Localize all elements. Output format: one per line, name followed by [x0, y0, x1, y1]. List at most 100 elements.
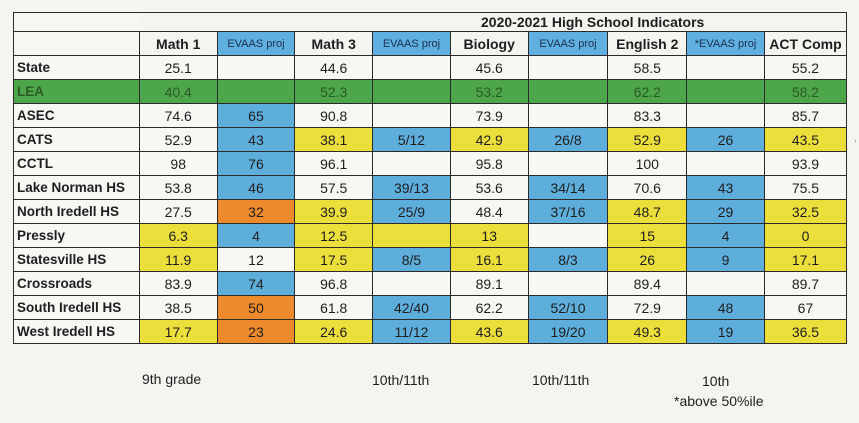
table-cell: 9 — [686, 247, 765, 272]
table-cell: 73.9 — [449, 103, 529, 128]
column-header: ACT Comp — [763, 31, 848, 56]
row-label: Crossroads — [13, 271, 140, 296]
table-cell: 34/14 — [527, 175, 609, 200]
table-cell: 4 — [216, 223, 296, 248]
table-cell — [372, 151, 451, 176]
table-cell: 19 — [686, 319, 765, 344]
table-cell: 67 — [763, 295, 848, 320]
table-cell: 17.5 — [294, 247, 374, 272]
table-row: South Iredell HS 38.5 50 61.8 42/40 62.2 52/10… — [13, 295, 848, 320]
table-cell: 48 — [686, 295, 765, 320]
table-cell: 58.2 — [763, 79, 848, 104]
table-cell: 0 — [763, 223, 848, 248]
table-cell — [372, 55, 451, 80]
table-row: West Iredell HS 17.7 23 24.6 11/12 43.6 19/20 4… — [13, 319, 848, 344]
row-label: LEA — [13, 79, 140, 104]
table-cell: 38.1 — [294, 127, 374, 152]
table-cell: 44.6 — [294, 55, 374, 80]
table-cell: 52.9 — [138, 127, 218, 152]
column-header: EVAAS proj — [216, 31, 296, 56]
row-label: ASEC — [13, 103, 140, 128]
table-cell: 32 — [216, 199, 296, 224]
table-cell: 89.4 — [607, 271, 688, 296]
row-label: CATS — [13, 127, 140, 152]
table-cell: 29 — [686, 199, 765, 224]
table-cell: 83.9 — [138, 271, 218, 296]
table-cell: 25/9 — [372, 199, 451, 224]
table-cell: 100 — [607, 151, 688, 176]
table-cell: 93.9 — [763, 151, 848, 176]
column-header: EVAAS proj — [372, 31, 451, 56]
table-cell: 49.3 — [607, 319, 688, 344]
table-cell — [686, 79, 765, 104]
table-cell: 52.9 — [607, 127, 688, 152]
table-cell: 13 — [449, 223, 529, 248]
table-cell — [372, 223, 451, 248]
table-cell: 74 — [216, 271, 296, 296]
table-row: Statesville HS 11.9 12 17.5 8/5 16.1 8/3 26 9 17.… — [13, 247, 848, 272]
table-cell: 27.5 — [138, 199, 218, 224]
row-label: CCTL — [13, 151, 140, 176]
table-cell: 62.2 — [607, 79, 688, 104]
table-cell: 70.6 — [607, 175, 688, 200]
table-cell: 39.9 — [294, 199, 374, 224]
footnote-english2: 10th — [702, 373, 730, 389]
row-label: Pressly — [13, 223, 140, 248]
table-cell: 11/12 — [372, 319, 451, 344]
table-cell: 52.3 — [294, 79, 374, 104]
table-cell: 32.5 — [763, 199, 848, 224]
title-row: 2020-2021 High School Indicators — [13, 12, 848, 32]
table-cell: 53.2 — [449, 79, 529, 104]
table-cell — [216, 79, 296, 104]
table-row: North Iredell HS 27.5 32 39.9 25/9 48.4 37/16 4… — [13, 199, 848, 224]
table-cell: 48.4 — [449, 199, 529, 224]
table-row: ASEC 74.6 65 90.8 73.9 83.3 85.7 — [13, 103, 848, 128]
table-cell: 65 — [216, 103, 296, 128]
table-cell: 4 — [686, 223, 765, 248]
table-cell: 72.9 — [607, 295, 688, 320]
table-cell: 5/12 — [372, 127, 451, 152]
header-row: Math 1 EVAAS proj Math 3 EVAAS proj Biology E… — [13, 31, 848, 56]
table-cell: 39/13 — [372, 175, 451, 200]
table-cell: 19/20 — [527, 319, 609, 344]
table-row: State 25.1 44.6 45.6 58.5 55.2 — [13, 55, 848, 80]
row-label: Lake Norman HS — [13, 175, 140, 200]
table-cell: 62.2 — [449, 295, 529, 320]
table-cell: 11.9 — [138, 247, 218, 272]
table-cell: 26 — [686, 127, 765, 152]
table-row: Pressly 6.3 4 12.5 13 15 4 0 — [13, 223, 848, 248]
footnote-evaas-note: *above 50%ile — [674, 393, 764, 409]
table-cell: 53.8 — [138, 175, 218, 200]
table-cell: 26 — [607, 247, 688, 272]
table-cell: 24.6 — [294, 319, 374, 344]
column-header: Math 3 — [294, 31, 374, 56]
table-cell: 52/10 — [527, 295, 609, 320]
column-header: *EVAAS proj — [686, 31, 765, 56]
table-cell: 12.5 — [294, 223, 374, 248]
table-cell: 90.8 — [294, 103, 374, 128]
table-cell: 43 — [216, 127, 296, 152]
table-cell: 43.5 — [763, 127, 848, 152]
table-cell: 36.5 — [763, 319, 848, 344]
table-cell: 58.5 — [607, 55, 688, 80]
row-label: West Iredell HS — [13, 319, 140, 344]
table-cell: 8/5 — [372, 247, 451, 272]
table-cell: 17.1 — [763, 247, 848, 272]
table-cell: 8/3 — [527, 247, 609, 272]
table-cell: 16.1 — [449, 247, 529, 272]
table-cell — [686, 271, 765, 296]
table-cell: 37/16 — [527, 199, 609, 224]
table-cell: 42/40 — [372, 295, 451, 320]
table-cell — [527, 223, 609, 248]
column-header: EVAAS proj — [527, 31, 609, 56]
table-cell: 96.1 — [294, 151, 374, 176]
table-cell: 83.3 — [607, 103, 688, 128]
table-cell: 74.6 — [138, 103, 218, 128]
header-corner-cell — [13, 31, 140, 56]
table-cell — [527, 271, 609, 296]
table-cell: 38.5 — [138, 295, 218, 320]
table-cell: 23 — [216, 319, 296, 344]
footnote-math3: 10th/11th — [372, 372, 430, 388]
